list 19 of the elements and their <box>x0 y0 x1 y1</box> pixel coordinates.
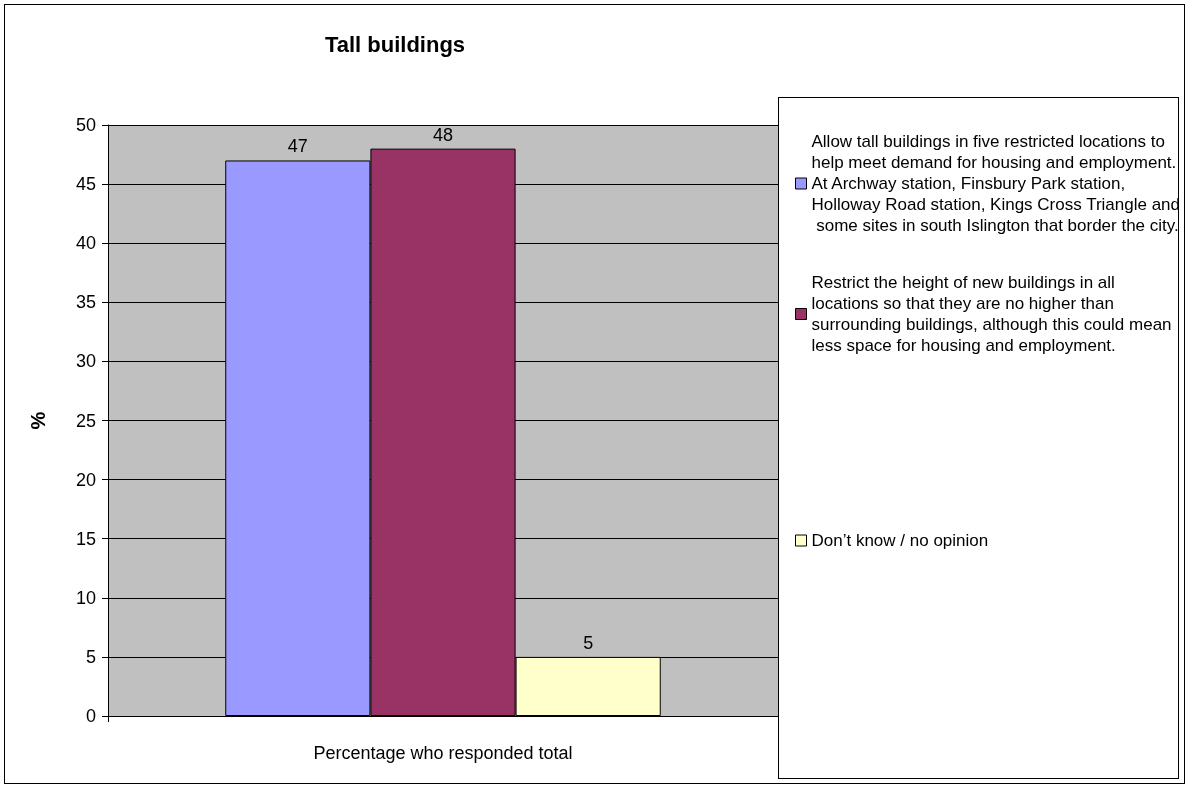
y-tick-label: 25 <box>75 410 96 431</box>
chart-title: Tall buildings <box>324 31 466 57</box>
y-tick-label: 15 <box>75 528 96 549</box>
y-tick-label: 45 <box>75 174 96 195</box>
y-tick-label: 35 <box>75 292 96 313</box>
y-tick-label: 30 <box>75 351 96 372</box>
y-tick-label: 5 <box>85 646 96 667</box>
legend-label: Restrict the height of new buildings in all locations so that they are no higher than surrounding buildings, although this could mean less space for housing and employment. <box>811 273 1177 355</box>
y-tick-label: 10 <box>75 587 96 608</box>
legend-label: Don’t know / no opinion <box>811 531 989 550</box>
data-label: 47 <box>287 136 308 157</box>
data-label: 5 <box>583 632 594 653</box>
y-tick-label: 50 <box>75 115 96 135</box>
y-tick-label: 40 <box>75 233 96 254</box>
x-tick-label: Percentage who responded total <box>313 743 573 763</box>
y-tick-label: 0 <box>85 706 96 726</box>
y-tick-label: 20 <box>75 469 96 490</box>
data-label: 48 <box>432 124 454 145</box>
y-axis-title: % <box>27 411 49 430</box>
